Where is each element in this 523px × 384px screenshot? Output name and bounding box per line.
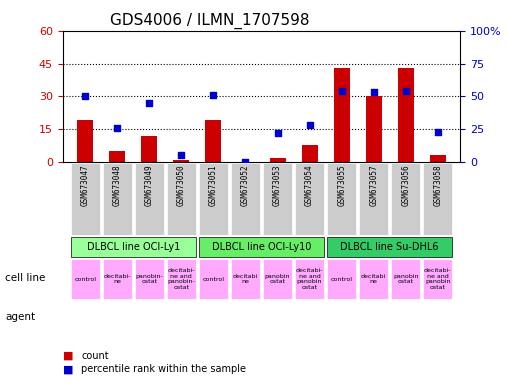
Text: GSM673053: GSM673053: [273, 164, 282, 206]
Text: control: control: [202, 276, 224, 281]
FancyBboxPatch shape: [71, 259, 99, 299]
Bar: [109, 151, 126, 162]
FancyBboxPatch shape: [295, 259, 324, 299]
FancyBboxPatch shape: [199, 259, 228, 299]
Text: GSM673052: GSM673052: [241, 164, 250, 206]
Text: GDS4006 / ILMN_1707598: GDS4006 / ILMN_1707598: [110, 13, 310, 29]
Text: ■: ■: [63, 364, 73, 374]
FancyBboxPatch shape: [263, 259, 292, 299]
Bar: [302, 144, 317, 162]
FancyBboxPatch shape: [167, 163, 196, 235]
Text: GSM673049: GSM673049: [145, 164, 154, 206]
Text: GSM673050: GSM673050: [177, 164, 186, 206]
Text: panobin-
ostat: panobin- ostat: [135, 274, 163, 285]
FancyBboxPatch shape: [167, 259, 196, 299]
Bar: [366, 96, 382, 162]
Bar: [206, 121, 221, 162]
Text: ■: ■: [63, 351, 73, 361]
FancyBboxPatch shape: [327, 163, 356, 235]
Text: GSM673047: GSM673047: [81, 164, 90, 206]
FancyBboxPatch shape: [327, 259, 356, 299]
Bar: [269, 158, 286, 162]
Point: [145, 100, 153, 106]
FancyBboxPatch shape: [424, 259, 452, 299]
FancyBboxPatch shape: [71, 237, 196, 257]
FancyBboxPatch shape: [71, 163, 99, 235]
Text: count: count: [81, 351, 109, 361]
Point: [81, 93, 89, 99]
FancyBboxPatch shape: [359, 259, 388, 299]
Bar: [77, 121, 93, 162]
FancyBboxPatch shape: [103, 259, 132, 299]
FancyBboxPatch shape: [263, 163, 292, 235]
Text: decitabi-
ne and
panobin-
ostat: decitabi- ne and panobin- ostat: [167, 268, 195, 290]
Text: DLBCL line OCI-Ly1: DLBCL line OCI-Ly1: [87, 242, 180, 252]
Point: [370, 89, 378, 96]
Bar: [397, 68, 414, 162]
Point: [274, 130, 282, 136]
Text: panobin
ostat: panobin ostat: [393, 274, 418, 285]
Point: [241, 159, 249, 165]
FancyBboxPatch shape: [135, 259, 164, 299]
Point: [113, 125, 121, 131]
Text: GSM673048: GSM673048: [113, 164, 122, 206]
Text: GSM673054: GSM673054: [305, 164, 314, 206]
FancyBboxPatch shape: [391, 259, 420, 299]
Text: percentile rank within the sample: percentile rank within the sample: [81, 364, 246, 374]
Text: control: control: [331, 276, 353, 281]
Bar: [141, 136, 157, 162]
Text: GSM673051: GSM673051: [209, 164, 218, 206]
Text: decitabi-
ne: decitabi- ne: [104, 274, 131, 285]
Text: cell line: cell line: [5, 273, 46, 283]
FancyBboxPatch shape: [295, 163, 324, 235]
FancyBboxPatch shape: [199, 163, 228, 235]
Bar: [430, 156, 446, 162]
Text: decitabi-
ne and
panobin
ostat: decitabi- ne and panobin ostat: [296, 268, 323, 290]
Text: DLBCL line Su-DHL6: DLBCL line Su-DHL6: [340, 242, 439, 252]
Text: decitabi-
ne and
panobin
ostat: decitabi- ne and panobin ostat: [424, 268, 451, 290]
Bar: [173, 160, 189, 162]
FancyBboxPatch shape: [199, 237, 324, 257]
Text: decitabi
ne: decitabi ne: [361, 274, 386, 285]
FancyBboxPatch shape: [231, 163, 260, 235]
FancyBboxPatch shape: [359, 163, 388, 235]
Text: GSM673056: GSM673056: [401, 164, 410, 206]
Point: [402, 88, 410, 94]
Point: [177, 152, 186, 159]
FancyBboxPatch shape: [391, 163, 420, 235]
Text: decitabi
ne: decitabi ne: [233, 274, 258, 285]
FancyBboxPatch shape: [231, 259, 260, 299]
Text: GSM673058: GSM673058: [433, 164, 442, 206]
FancyBboxPatch shape: [103, 163, 132, 235]
Text: agent: agent: [5, 312, 36, 322]
Text: GSM673055: GSM673055: [337, 164, 346, 206]
Text: DLBCL line OCI-Ly10: DLBCL line OCI-Ly10: [212, 242, 311, 252]
FancyBboxPatch shape: [327, 237, 452, 257]
FancyBboxPatch shape: [135, 163, 164, 235]
Text: GSM673057: GSM673057: [369, 164, 378, 206]
Bar: [334, 68, 350, 162]
Point: [305, 122, 314, 128]
Point: [434, 129, 442, 135]
Text: panobin
ostat: panobin ostat: [265, 274, 290, 285]
Point: [337, 88, 346, 94]
Point: [209, 92, 218, 98]
FancyBboxPatch shape: [424, 163, 452, 235]
Text: control: control: [74, 276, 96, 281]
